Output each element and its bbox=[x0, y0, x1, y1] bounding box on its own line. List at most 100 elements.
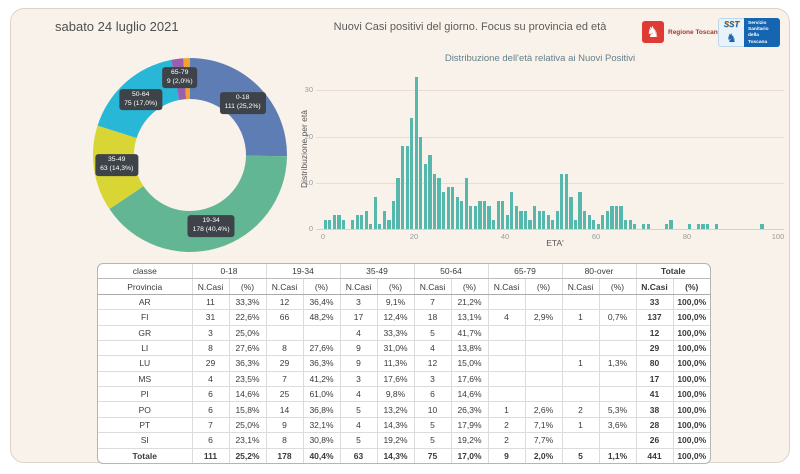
age-bar[interactable] bbox=[478, 201, 482, 229]
age-bar[interactable] bbox=[501, 201, 505, 229]
value-cell[interactable]: 4 bbox=[340, 325, 378, 341]
value-cell[interactable] bbox=[562, 294, 600, 311]
value-cell[interactable]: 38 bbox=[636, 401, 674, 418]
age-bar[interactable] bbox=[482, 201, 487, 229]
value-cell[interactable]: 25 bbox=[266, 386, 304, 403]
value-cell[interactable]: 5 bbox=[562, 447, 600, 463]
value-cell[interactable] bbox=[525, 294, 563, 311]
age-bar[interactable] bbox=[464, 178, 468, 229]
value-cell[interactable]: 48,2% bbox=[303, 309, 341, 326]
value-cell[interactable]: 17,0% bbox=[451, 447, 489, 463]
value-cell[interactable]: 13,8% bbox=[451, 340, 489, 357]
age-bar[interactable] bbox=[332, 215, 336, 229]
value-cell[interactable] bbox=[562, 432, 600, 449]
value-cell[interactable] bbox=[599, 371, 637, 388]
value-cell[interactable]: 9 bbox=[340, 340, 378, 357]
age-bar[interactable] bbox=[601, 215, 605, 229]
value-cell[interactable]: 8 bbox=[192, 340, 230, 357]
value-cell[interactable]: 100,0% bbox=[673, 294, 710, 311]
value-cell[interactable]: 40,4% bbox=[303, 447, 341, 463]
value-cell[interactable]: 14,6% bbox=[229, 386, 267, 403]
value-cell[interactable] bbox=[599, 386, 637, 403]
value-cell[interactable]: 32,1% bbox=[303, 417, 341, 434]
age-bar[interactable] bbox=[705, 224, 710, 229]
value-cell[interactable]: 19,2% bbox=[377, 432, 415, 449]
value-cell[interactable]: 100,0% bbox=[673, 447, 710, 463]
value-cell[interactable]: 8 bbox=[266, 432, 304, 449]
value-cell[interactable] bbox=[488, 294, 526, 311]
province-cell[interactable]: LU bbox=[98, 355, 193, 372]
age-bar[interactable] bbox=[551, 219, 555, 229]
age-bar[interactable] bbox=[396, 178, 400, 229]
value-cell[interactable]: 7,1% bbox=[525, 417, 563, 434]
value-cell[interactable] bbox=[525, 355, 563, 372]
value-cell[interactable]: 9 bbox=[266, 417, 304, 434]
value-cell[interactable]: 29 bbox=[636, 340, 674, 357]
value-cell[interactable] bbox=[599, 325, 637, 341]
value-cell[interactable]: 178 bbox=[266, 447, 304, 463]
age-bar[interactable] bbox=[487, 205, 491, 229]
age-bar[interactable] bbox=[492, 219, 496, 229]
value-cell[interactable]: 11 bbox=[192, 294, 230, 311]
value-cell[interactable]: 61,0% bbox=[303, 386, 341, 403]
value-cell[interactable]: 9,8% bbox=[377, 386, 415, 403]
value-cell[interactable]: 5 bbox=[340, 401, 378, 418]
age-bar[interactable] bbox=[350, 219, 355, 229]
value-cell[interactable] bbox=[488, 386, 526, 403]
value-cell[interactable]: 3,6% bbox=[599, 417, 637, 434]
province-cell[interactable]: Totale bbox=[98, 447, 193, 463]
age-bar[interactable] bbox=[460, 201, 464, 229]
age-bar[interactable] bbox=[337, 215, 341, 229]
age-bar[interactable] bbox=[569, 196, 573, 229]
age-bar[interactable] bbox=[423, 164, 427, 229]
value-cell[interactable]: 2,6% bbox=[525, 401, 563, 418]
age-bar[interactable] bbox=[664, 224, 669, 229]
age-bar[interactable] bbox=[646, 224, 650, 229]
age-bar[interactable] bbox=[714, 224, 719, 229]
age-bar[interactable] bbox=[701, 224, 705, 229]
province-cell[interactable]: FI bbox=[98, 309, 193, 326]
value-cell[interactable]: 3 bbox=[192, 325, 230, 341]
value-cell[interactable] bbox=[488, 325, 526, 341]
value-cell[interactable]: 4 bbox=[340, 417, 378, 434]
value-cell[interactable]: 17,6% bbox=[451, 371, 489, 388]
value-cell[interactable]: 15,0% bbox=[451, 355, 489, 372]
age-bar[interactable] bbox=[573, 219, 578, 229]
value-cell[interactable]: 9,1% bbox=[377, 294, 415, 311]
age-bar[interactable] bbox=[441, 192, 446, 229]
value-cell[interactable]: 17 bbox=[340, 309, 378, 326]
age-bar[interactable] bbox=[341, 219, 346, 229]
age-bar[interactable] bbox=[614, 205, 619, 229]
age-bar[interactable] bbox=[564, 173, 568, 229]
value-cell[interactable]: 441 bbox=[636, 447, 674, 463]
value-cell[interactable]: 28 bbox=[636, 417, 674, 434]
value-cell[interactable]: 100,0% bbox=[673, 432, 710, 449]
pie-slice-19-34[interactable] bbox=[109, 155, 287, 252]
age-bar[interactable] bbox=[437, 178, 441, 229]
value-cell[interactable]: 5,3% bbox=[599, 401, 637, 418]
value-cell[interactable] bbox=[266, 325, 304, 341]
value-cell[interactable]: 18 bbox=[414, 309, 452, 326]
value-cell[interactable]: 23,5% bbox=[229, 371, 267, 388]
value-cell[interactable]: 14,3% bbox=[377, 417, 415, 434]
value-cell[interactable] bbox=[599, 294, 637, 311]
age-bar[interactable] bbox=[610, 205, 614, 229]
age-bar[interactable] bbox=[414, 76, 418, 229]
age-bar[interactable] bbox=[596, 224, 600, 229]
value-cell[interactable]: 3 bbox=[340, 371, 378, 388]
value-cell[interactable] bbox=[488, 340, 526, 357]
age-bar[interactable] bbox=[328, 219, 332, 229]
age-bar[interactable] bbox=[446, 187, 450, 229]
age-bar[interactable] bbox=[537, 210, 541, 229]
value-cell[interactable]: 4 bbox=[488, 309, 526, 326]
value-cell[interactable]: 27,6% bbox=[303, 340, 341, 357]
value-cell[interactable]: 13,1% bbox=[451, 309, 489, 326]
value-cell[interactable]: 41 bbox=[636, 386, 674, 403]
age-bar[interactable] bbox=[405, 145, 409, 229]
value-cell[interactable]: 36,3% bbox=[229, 355, 267, 372]
value-cell[interactable]: 36,3% bbox=[303, 355, 341, 372]
age-bar[interactable] bbox=[355, 215, 359, 229]
value-cell[interactable] bbox=[525, 386, 563, 403]
value-cell[interactable]: 111 bbox=[192, 447, 230, 463]
age-bar[interactable] bbox=[451, 187, 455, 229]
